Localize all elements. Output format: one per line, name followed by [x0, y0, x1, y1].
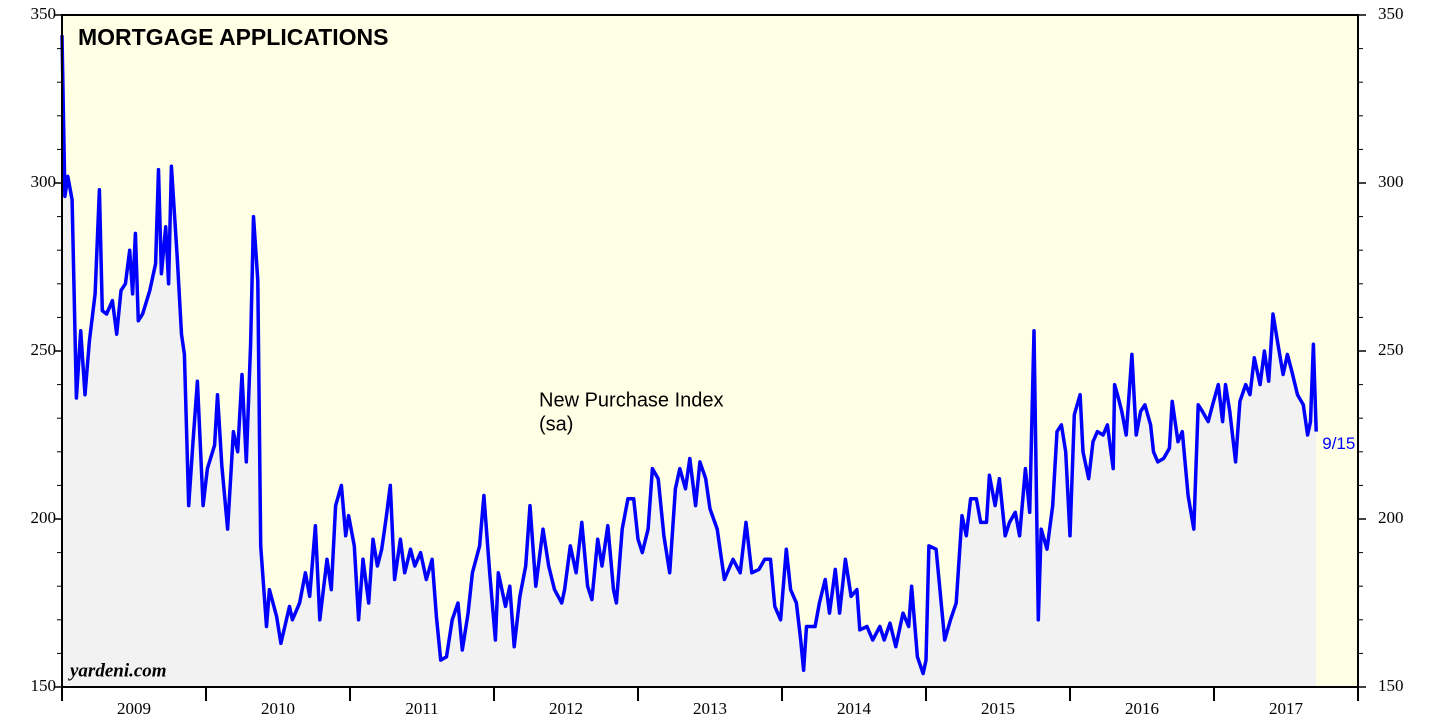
source: yardeni.com: [68, 660, 167, 681]
y-tick-label: 250: [31, 340, 57, 359]
chart-title: MORTGAGE APPLICATIONS: [78, 24, 389, 50]
y-tick-label: 350: [31, 4, 57, 23]
x-tick-label: 2011: [405, 699, 438, 718]
x-tick-label: 2017: [1269, 699, 1304, 718]
x-tick-label: 2009: [117, 699, 151, 718]
x-tick-label: 2013: [693, 699, 727, 718]
y2-tick-label: 300: [1378, 172, 1404, 191]
end-label: 9/15: [1322, 434, 1355, 453]
x-tick-label: 2010: [261, 699, 295, 718]
y-tick-label: 300: [31, 172, 57, 191]
y2-tick-label: 250: [1378, 340, 1404, 359]
x-tick-label: 2015: [981, 699, 1015, 718]
y-tick-label: 200: [31, 508, 57, 527]
y2-tick-label: 150: [1378, 676, 1404, 695]
x-tick-label: 2014: [837, 699, 872, 718]
x-tick-label: 2012: [549, 699, 583, 718]
y2-tick-label: 350: [1378, 4, 1404, 23]
y-tick-label: 150: [31, 676, 57, 695]
x-tick-label: 2016: [1125, 699, 1159, 718]
plot-area: [62, 15, 1358, 687]
line: [60, 35, 1318, 676]
annotation: (sa): [539, 413, 573, 435]
annotation: New Purchase Index: [539, 389, 724, 411]
y2-tick-label: 200: [1378, 508, 1404, 527]
